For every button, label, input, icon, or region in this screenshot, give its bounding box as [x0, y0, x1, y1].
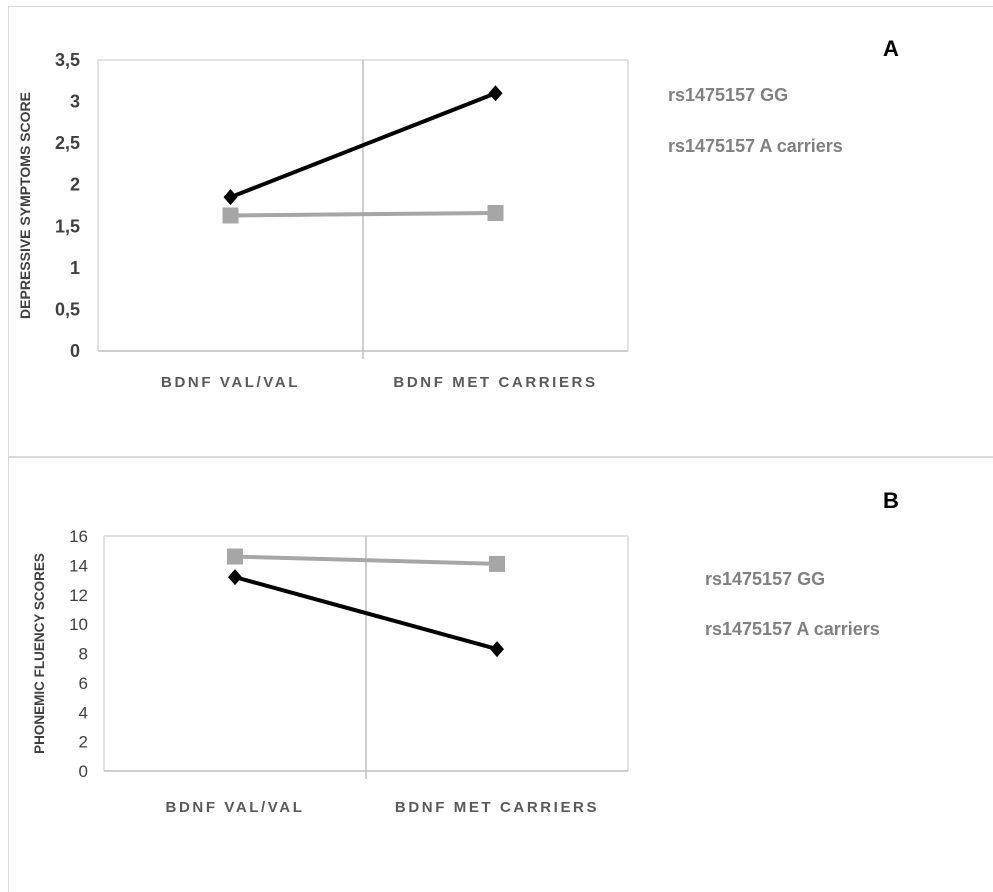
- chart-b-y-tick-label: 6: [79, 674, 88, 693]
- chart-b-series-black-point: [490, 641, 504, 658]
- chart-a-y-tick-label: 1: [70, 258, 80, 278]
- chart-a-series-black-point: [223, 189, 238, 206]
- chart-a-x-category-label: BDNF VAL/VAL: [161, 374, 300, 391]
- chart-a-y-axis-title: DEPRESSIVE SYMPTOMS SCORE: [17, 92, 33, 319]
- chart-b-y-tick-label: 16: [69, 527, 88, 546]
- chart-b-series-black-line: [234, 575, 498, 652]
- chart-a-series-grey-point: [222, 207, 239, 224]
- chart-b-series-grey-line: [234, 554, 498, 566]
- chart-b-y-tick-label: 4: [79, 703, 88, 722]
- chart-panel-b: [8, 458, 993, 892]
- chart-b-y-tick-label: 12: [69, 586, 88, 605]
- chart-a-series-black-point: [488, 85, 503, 102]
- chart-b-panel-label: B: [883, 488, 899, 513]
- chart-a-panel-label: A: [883, 36, 899, 61]
- chart-b-legend-entry: rs1475157 GG: [705, 569, 825, 589]
- chart-b-x-category-label: BDNF MET CARRIERS: [395, 799, 599, 816]
- chart-b-y-tick-label: 8: [79, 645, 88, 664]
- chart-a-y-tick-label: 1,5: [55, 216, 80, 236]
- chart-b-y-tick-label: 0: [79, 762, 88, 781]
- chart-a-legend-entry: rs1475157 GG: [668, 85, 788, 105]
- chart-a-y-tick-label: 3,5: [55, 50, 80, 70]
- chart-b-legend-entry: rs1475157 A carriers: [705, 619, 880, 639]
- chart-a-y-tick-label: 0: [70, 341, 80, 361]
- chart-a-series-grey-line: [230, 210, 496, 218]
- chart-a-y-tick-label: 3: [70, 92, 80, 112]
- chart-b-y-axis-title: PHONEMIC FLUENCY SCORES: [32, 553, 47, 754]
- chart-a-y-tick-label: 2: [70, 175, 80, 195]
- chart-a-x-category-label: BDNF MET CARRIERS: [393, 374, 597, 391]
- chart-a-legend-entry: rs1475157 A carriers: [668, 136, 843, 156]
- chart-b-y-tick-label: 2: [79, 733, 88, 752]
- chart-b-series-grey-point: [489, 555, 505, 572]
- chart-b-series-grey-point: [227, 548, 243, 565]
- chart-a-series-grey-point: [487, 204, 504, 221]
- chart-b-series-black-point: [228, 569, 242, 586]
- chart-a-y-tick-label: 0,5: [55, 299, 80, 319]
- chart-a-y-tick-label: 2,5: [55, 133, 80, 153]
- chart-b-y-tick-label: 10: [69, 615, 88, 634]
- chart-a-series-black-line: [229, 91, 497, 200]
- chart-panel-a: [8, 6, 993, 458]
- chart-b-x-category-label: BDNF VAL/VAL: [166, 799, 305, 816]
- chart-b-y-tick-label: 14: [69, 556, 88, 575]
